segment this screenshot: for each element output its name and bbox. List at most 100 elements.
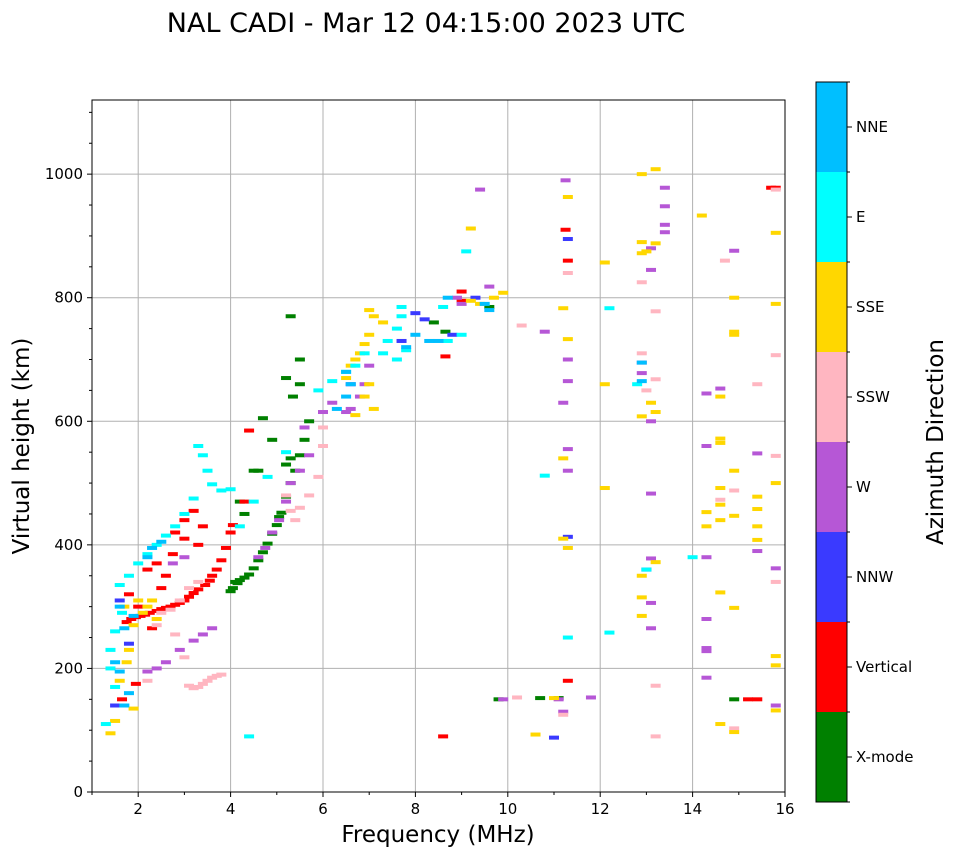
data-point	[715, 440, 726, 445]
data-point	[646, 267, 657, 272]
data-point	[701, 646, 712, 651]
data-point	[100, 722, 111, 727]
data-point	[646, 600, 657, 605]
data-point	[318, 410, 328, 415]
data-point	[650, 683, 661, 688]
colorbar-segment	[816, 82, 847, 172]
data-point	[562, 237, 573, 242]
data-point	[137, 610, 148, 615]
data-point	[424, 338, 435, 343]
y-tick-label: 0	[73, 783, 83, 801]
data-point	[715, 394, 726, 399]
data-point	[345, 382, 356, 387]
data-point	[752, 537, 763, 542]
data-point	[470, 295, 481, 300]
data-point	[558, 456, 569, 461]
data-point	[752, 524, 763, 529]
series-nnw	[110, 237, 652, 740]
colorbar-segment	[816, 532, 847, 622]
colorbar-tick-label: W	[856, 478, 871, 496]
data-point	[151, 623, 162, 628]
data-point	[216, 558, 227, 563]
data-point	[262, 541, 273, 546]
data-point	[114, 678, 125, 683]
data-point	[701, 444, 712, 448]
data-point	[558, 536, 569, 541]
grid	[92, 100, 786, 793]
data-point	[160, 573, 171, 578]
data-point	[202, 468, 213, 473]
data-point	[512, 695, 523, 700]
data-point	[276, 510, 287, 515]
data-point	[650, 410, 661, 415]
colorbar: X-mode Vertical NNW W SSW SSE E NNE	[815, 81, 913, 803]
data-point	[133, 604, 144, 609]
data-point	[142, 669, 153, 674]
data-point	[438, 304, 449, 309]
data-point	[225, 487, 236, 492]
data-point	[216, 488, 227, 493]
data-point	[174, 600, 185, 605]
data-point	[200, 583, 211, 588]
data-point	[715, 436, 726, 441]
data-point	[197, 632, 208, 637]
data-point	[160, 660, 171, 665]
data-point	[165, 607, 176, 612]
data-point	[646, 419, 657, 424]
data-point	[318, 425, 328, 430]
colorbar-segment	[816, 172, 847, 262]
data-point	[170, 524, 181, 529]
data-point	[188, 508, 199, 513]
data-point	[114, 669, 125, 674]
data-point	[562, 468, 573, 473]
data-point	[285, 314, 296, 319]
data-point	[729, 513, 740, 518]
data-point	[281, 462, 292, 467]
data-point	[257, 550, 268, 555]
data-point	[239, 511, 250, 516]
data-point	[341, 394, 352, 399]
data-point	[248, 468, 259, 473]
data-point	[396, 314, 407, 319]
data-point	[636, 172, 647, 177]
data-point	[193, 444, 204, 448]
data-point	[313, 388, 324, 393]
data-point	[294, 468, 305, 473]
data-point	[364, 363, 375, 368]
data-point	[770, 654, 781, 659]
data-point	[456, 332, 467, 337]
x-axis-label: Frequency (MHz)	[341, 822, 534, 848]
data-point	[341, 369, 352, 374]
data-point	[184, 594, 195, 599]
data-point	[294, 382, 305, 387]
data-point	[179, 511, 190, 516]
data-point	[327, 400, 338, 405]
data-point	[539, 473, 550, 478]
data-point	[659, 204, 670, 209]
colorbar-tick-label: Vertical	[856, 658, 912, 676]
data-point	[636, 280, 647, 285]
data-point	[299, 425, 310, 430]
data-point	[451, 295, 462, 300]
data-point	[770, 301, 781, 306]
data-point	[110, 684, 121, 689]
data-point	[558, 709, 569, 714]
chart-title: NAL CADI - Mar 12 04:15:00 2023 UTC	[167, 8, 685, 39]
data-point	[770, 579, 781, 584]
data-point	[147, 626, 158, 631]
data-point	[121, 660, 132, 665]
data-point	[156, 539, 167, 544]
data-point	[770, 230, 781, 235]
data-point	[729, 468, 740, 473]
data-point	[701, 617, 712, 621]
data-point	[179, 655, 190, 660]
data-point	[119, 703, 130, 708]
data-point	[294, 357, 305, 362]
data-point	[440, 329, 451, 334]
data-point	[114, 598, 125, 603]
data-point	[318, 444, 328, 448]
data-point	[770, 353, 781, 358]
data-point	[456, 289, 467, 294]
y-tick-label: 1000	[45, 165, 83, 183]
data-point	[516, 323, 527, 328]
